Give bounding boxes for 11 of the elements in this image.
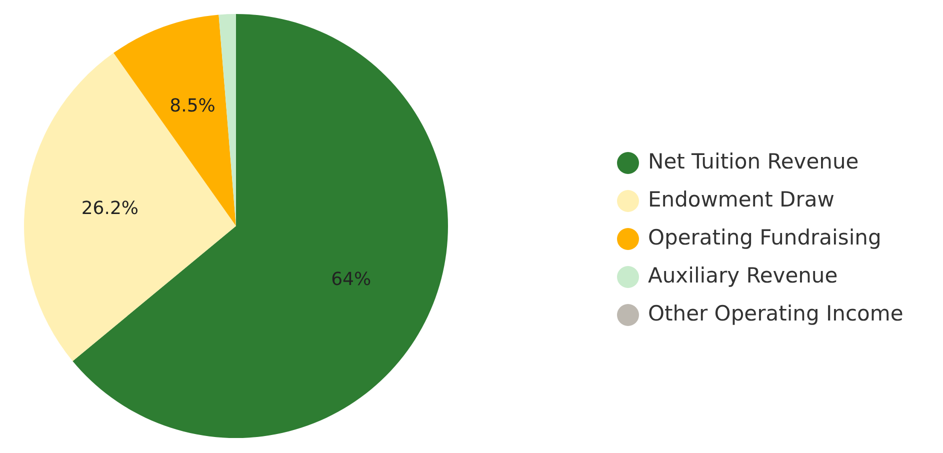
legend-label: Endowment Draw — [648, 188, 834, 212]
data-label: 8.5% — [170, 95, 216, 116]
legend-label: Operating Fundraising — [648, 226, 882, 250]
legend-label: Auxiliary Revenue — [648, 264, 838, 288]
legend-label: Net Tuition Revenue — [648, 150, 859, 174]
pie-slice — [24, 52, 236, 362]
data-label: 64% — [331, 269, 372, 290]
legend-label: Other Operating Income — [648, 302, 904, 326]
pie-slice — [72, 14, 448, 438]
pie-slice — [218, 14, 236, 226]
data-label: 26.2% — [81, 198, 138, 220]
